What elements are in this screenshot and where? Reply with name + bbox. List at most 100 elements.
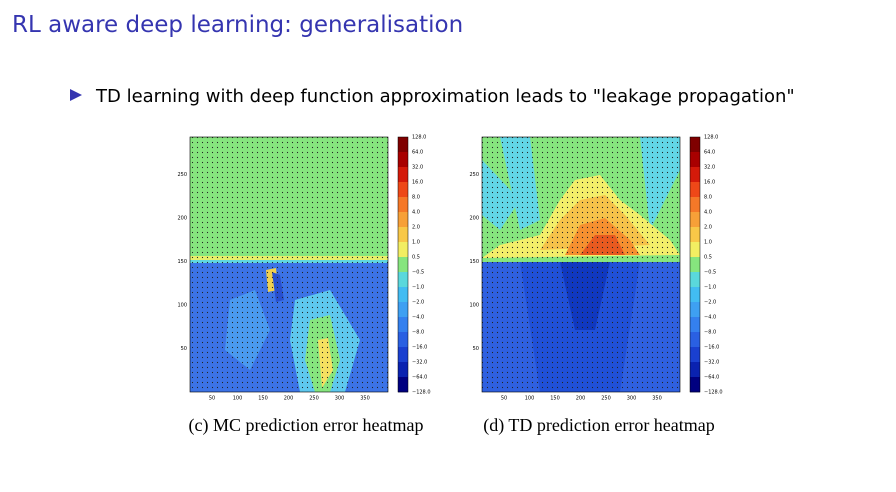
colorbar-segment [690, 152, 700, 168]
colorbar-label: 32.0 [412, 165, 423, 171]
colorbar-segment [690, 257, 700, 273]
x-tick-label: 350 [360, 396, 370, 402]
x-tick-label: 350 [652, 396, 662, 402]
colorbar-segment [690, 347, 700, 363]
x-tick-label: 300 [627, 396, 637, 402]
x-tick-label: 250 [309, 396, 319, 402]
x-tick-label: 50 [501, 396, 507, 402]
colorbar-label: 8.0 [412, 195, 420, 201]
colorbar-label: 4.0 [412, 210, 420, 216]
colorbar-label: −2.0 [704, 300, 716, 306]
plot-frame [189, 136, 389, 393]
colorbar-label: −32.0 [412, 360, 427, 366]
colorbar-label: 64.0 [704, 150, 715, 156]
x-tick-label: 100 [233, 396, 243, 402]
x-tick-label: 150 [258, 396, 268, 402]
colorbar-label: 1.0 [412, 240, 420, 246]
colorbar-segment [398, 152, 408, 168]
x-tick-label: 100 [525, 396, 535, 402]
colorbar-label: 16.0 [412, 180, 423, 186]
colorbar-segment [690, 332, 700, 348]
x-tick-label: 250 [601, 396, 611, 402]
y-tick-label: 250 [469, 172, 479, 178]
x-tick-label: 200 [576, 396, 586, 402]
colorbar-label: 128.0 [704, 135, 718, 141]
colorbar-segment [690, 377, 700, 393]
bullet-text: TD learning with deep function approxima… [95, 86, 795, 107]
colorbar-segment [690, 182, 700, 198]
heatmap-c [190, 137, 388, 392]
colorbar-label: −16.0 [412, 345, 427, 351]
colorbar-label: −128.0 [412, 390, 431, 396]
y-tick-label: 200 [469, 216, 479, 222]
colorbar-segment [690, 167, 700, 183]
x-tick-label: 300 [335, 396, 345, 402]
colorbar-segment [398, 212, 408, 228]
colorbar-segment [690, 242, 700, 258]
colorbar-label: 64.0 [412, 150, 423, 156]
colorbar-label: −0.5 [704, 270, 716, 276]
colorbar-segment [398, 272, 408, 288]
colorbar-segment [398, 332, 408, 348]
colorbar-label: 4.0 [704, 210, 712, 216]
colorbar-label: −4.0 [704, 315, 716, 321]
colorbar-segment [690, 317, 700, 333]
heatmap-d [482, 137, 680, 392]
x-tick-label: 50 [209, 396, 215, 402]
colorbar-label: −0.5 [412, 270, 424, 276]
colorbar-segment [398, 167, 408, 183]
slide-title: RL aware deep learning: generalisation [12, 12, 463, 38]
colorbar-label: −8.0 [412, 330, 424, 336]
colorbar-segment [398, 287, 408, 303]
colorbar-segment [690, 302, 700, 318]
colorbar-segment [398, 347, 408, 363]
colorbar-segment [690, 137, 700, 153]
y-tick-label: 50 [473, 346, 479, 352]
y-tick-label: 100 [177, 303, 187, 309]
y-tick-label: 200 [177, 216, 187, 222]
colorbar-label: −32.0 [704, 360, 719, 366]
y-tick-label: 150 [177, 259, 187, 265]
colorbar-label: 32.0 [704, 165, 715, 171]
y-tick-label: 100 [469, 303, 479, 309]
colorbar-label: −128.0 [704, 390, 723, 396]
x-tick-label: 150 [550, 396, 560, 402]
colorbar-label: 1.0 [704, 240, 712, 246]
colorbar-segment [398, 182, 408, 198]
colorbar-segment [398, 257, 408, 273]
colorbar-segment [690, 272, 700, 288]
colorbar-frame [397, 136, 409, 393]
colorbar-label: −8.0 [704, 330, 716, 336]
colorbar-label: −2.0 [412, 300, 424, 306]
colorbar-label: −4.0 [412, 315, 424, 321]
colorbar-label: −64.0 [412, 375, 427, 381]
colorbar-segment [690, 197, 700, 213]
colorbar-segment [398, 377, 408, 393]
colorbar-label: −1.0 [704, 285, 716, 291]
x-tick-label: 200 [284, 396, 294, 402]
y-tick-label: 150 [469, 259, 479, 265]
colorbar-label: 0.5 [412, 255, 420, 261]
colorbar-segment [398, 302, 408, 318]
colorbar-segment [690, 212, 700, 228]
plot-frame [481, 136, 681, 393]
colorbar-label: −64.0 [704, 375, 719, 381]
colorbar-label: 2.0 [412, 225, 420, 231]
caption: (c) MC prediction error heatmap [189, 415, 424, 436]
colorbar-segment [690, 287, 700, 303]
colorbar-segment [690, 362, 700, 378]
caption: (d) TD prediction error heatmap [483, 415, 715, 436]
bullet-marker [70, 89, 82, 101]
y-tick-label: 250 [177, 172, 187, 178]
colorbar-segment [398, 242, 408, 258]
colorbar-segment [398, 362, 408, 378]
colorbar-segment [398, 137, 408, 153]
y-tick-label: 50 [181, 346, 187, 352]
colorbar-segment [690, 227, 700, 243]
colorbar-label: 8.0 [704, 195, 712, 201]
colorbar-label: 16.0 [704, 180, 715, 186]
colorbar-label: 128.0 [412, 135, 426, 141]
colorbar-label: −16.0 [704, 345, 719, 351]
